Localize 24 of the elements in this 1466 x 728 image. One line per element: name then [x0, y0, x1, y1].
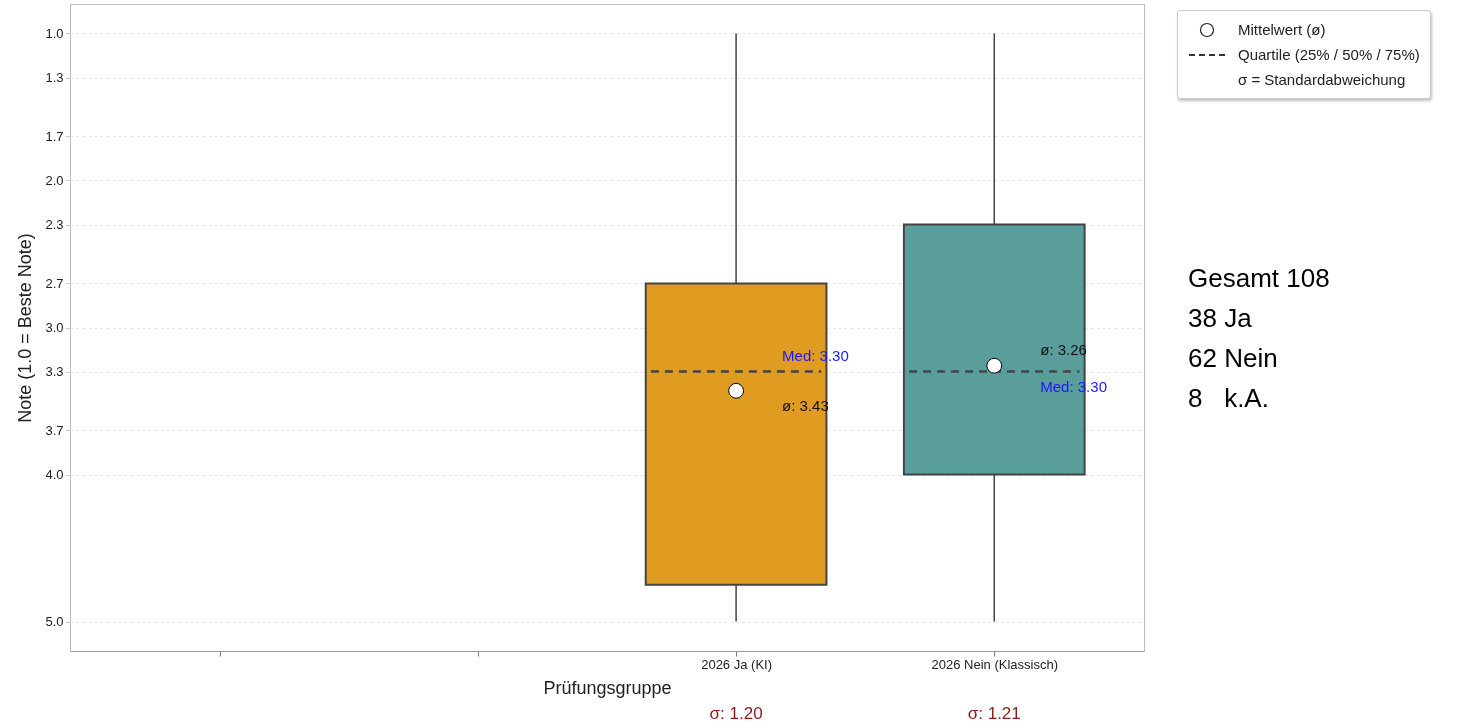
- text: σ: 1.21: [967, 704, 1021, 724]
- y-tick-label: 5.0: [45, 614, 64, 630]
- text: 8 k.A.: [1188, 382, 1270, 415]
- text: Gesamt 108: [1188, 262, 1330, 295]
- x-axis-title: Prüfungsgruppe: [543, 677, 672, 698]
- y-tick-label: 4.0: [45, 467, 64, 483]
- text: 38 Ja: [1188, 302, 1253, 335]
- y-tick-label: 2.7: [45, 275, 64, 291]
- text: σ = Standardabweichung: [1238, 71, 1406, 88]
- y-tick-label: 2.0: [45, 172, 64, 188]
- x-tick-label: 2026 Ja (KI): [701, 656, 772, 672]
- y-tick-label: 3.0: [45, 320, 64, 335]
- y-axis-title: Note (1.0 = Beste Note): [15, 233, 36, 423]
- y-tick-label: 3.3: [45, 364, 64, 380]
- y-tick-label: 1.3: [45, 70, 64, 86]
- y-tick-label: 2.3: [45, 217, 64, 233]
- y-tick-label: 1.0: [45, 25, 64, 41]
- text: 62 Nein: [1188, 342, 1279, 375]
- x-tick-label: 2026 Nein (Klassisch): [931, 656, 1058, 672]
- y-tick-label: 1.7: [45, 128, 64, 144]
- text: σ: 1.20: [709, 704, 763, 724]
- y-tick-label: 3.7: [45, 422, 64, 438]
- text: Quartile (25% / 50% / 75%): [1238, 46, 1420, 63]
- text: Mittelwert (ø): [1238, 21, 1326, 38]
